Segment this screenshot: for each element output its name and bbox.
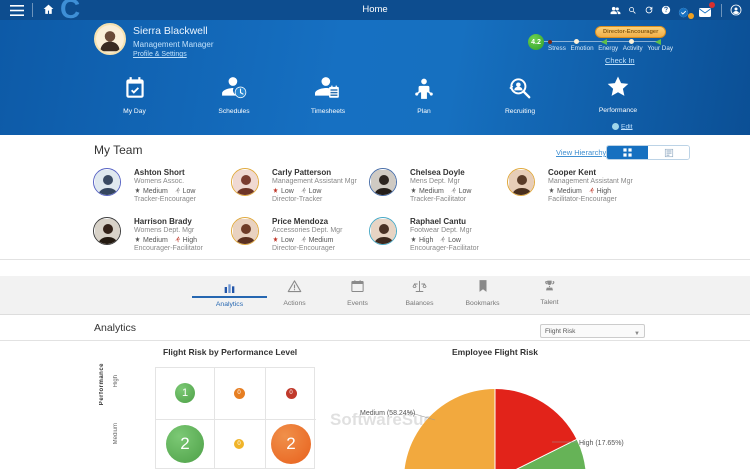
svg-text:Medium (58.24%): Medium (58.24%) [360,410,415,417]
svg-text:High (17.65%): High (17.65%) [579,440,624,447]
